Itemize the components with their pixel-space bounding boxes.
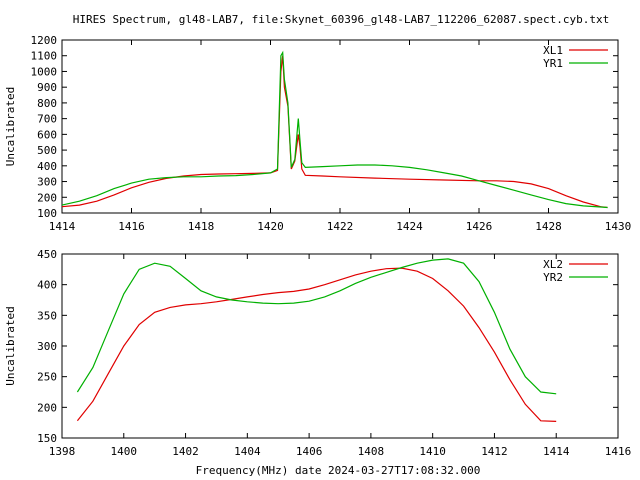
legend-label-xl1: XL1 xyxy=(543,44,563,57)
series-line-yr1 xyxy=(61,50,608,209)
y-tick-label: 400 xyxy=(37,279,57,292)
x-tick-label: 1412 xyxy=(481,445,508,458)
x-tick-label: 1418 xyxy=(188,220,215,233)
x-axis-label: Frequency(MHz) date 2024-03-27T17:08:32.… xyxy=(196,464,481,477)
x-tick-label: 1410 xyxy=(419,445,446,458)
x-tick-label: 1430 xyxy=(605,220,632,233)
x-tick-label: 1404 xyxy=(234,445,261,458)
x-tick-label: 1408 xyxy=(358,445,385,458)
series-line-xl1 xyxy=(61,55,608,209)
plot-frame xyxy=(61,39,619,214)
y-tick-label: 100 xyxy=(37,207,57,220)
bottom-spectrum-chart: 1398 1400 1402 1404 1406 1408 1410 1412 1414 1416… xyxy=(4,248,631,458)
x-tick-label: 1400 xyxy=(111,445,138,458)
x-tick-label: 1416 xyxy=(118,220,145,233)
x-tick-label: 1426 xyxy=(466,220,493,233)
x-tick-label: 1414 xyxy=(543,445,570,458)
y-tick-label: 1100 xyxy=(31,50,58,63)
y-tick-label: 800 xyxy=(37,97,57,110)
legend-label-yr1: YR1 xyxy=(543,57,563,70)
y-tick-label: 350 xyxy=(37,309,57,322)
y-axis-label: Uncalibrated xyxy=(4,87,17,166)
x-tick-label: 1402 xyxy=(172,445,199,458)
y-tick-label: 900 xyxy=(37,81,57,94)
plot-frame xyxy=(61,253,619,439)
y-tick-label: 300 xyxy=(37,176,57,189)
x-tick-label: 1428 xyxy=(535,220,562,233)
y-tick-label: 1000 xyxy=(31,65,58,78)
y-tick-label: 200 xyxy=(37,191,57,204)
series-line-xl2 xyxy=(76,267,557,422)
x-tick-label: 1406 xyxy=(296,445,323,458)
x-tick-label: 1422 xyxy=(327,220,354,233)
chart-title: HIRES Spectrum, gl48-LAB7, file:Skynet_6… xyxy=(73,13,609,26)
y-tick-label: 500 xyxy=(37,144,57,157)
y-tick-label: 400 xyxy=(37,160,57,173)
x-tick-label: 1414 xyxy=(49,220,76,233)
x-tick-label: 1420 xyxy=(257,220,284,233)
legend-label-yr2: YR2 xyxy=(543,271,563,284)
y-tick-label: 450 xyxy=(37,248,57,261)
y-tick-label: 700 xyxy=(37,113,57,126)
y-tick-label: 600 xyxy=(37,128,57,141)
y-tick-label: 150 xyxy=(37,432,57,445)
y-tick-label: 250 xyxy=(37,371,57,384)
legend-label-xl2: XL2 xyxy=(543,258,563,271)
x-tick-label: 1416 xyxy=(605,445,632,458)
y-tick-label: 200 xyxy=(37,401,57,414)
x-tick-label: 1398 xyxy=(49,445,76,458)
y-tick-label: 1200 xyxy=(31,34,58,47)
series-line-yr2 xyxy=(76,258,557,395)
y-axis-label: Uncalibrated xyxy=(4,306,17,385)
y-tick-label: 300 xyxy=(37,340,57,353)
x-tick-label: 1424 xyxy=(396,220,423,233)
top-spectrum-chart: 1414 1416 1418 1420 1422 1424 1426 1428 1430 100 2… xyxy=(4,34,631,233)
